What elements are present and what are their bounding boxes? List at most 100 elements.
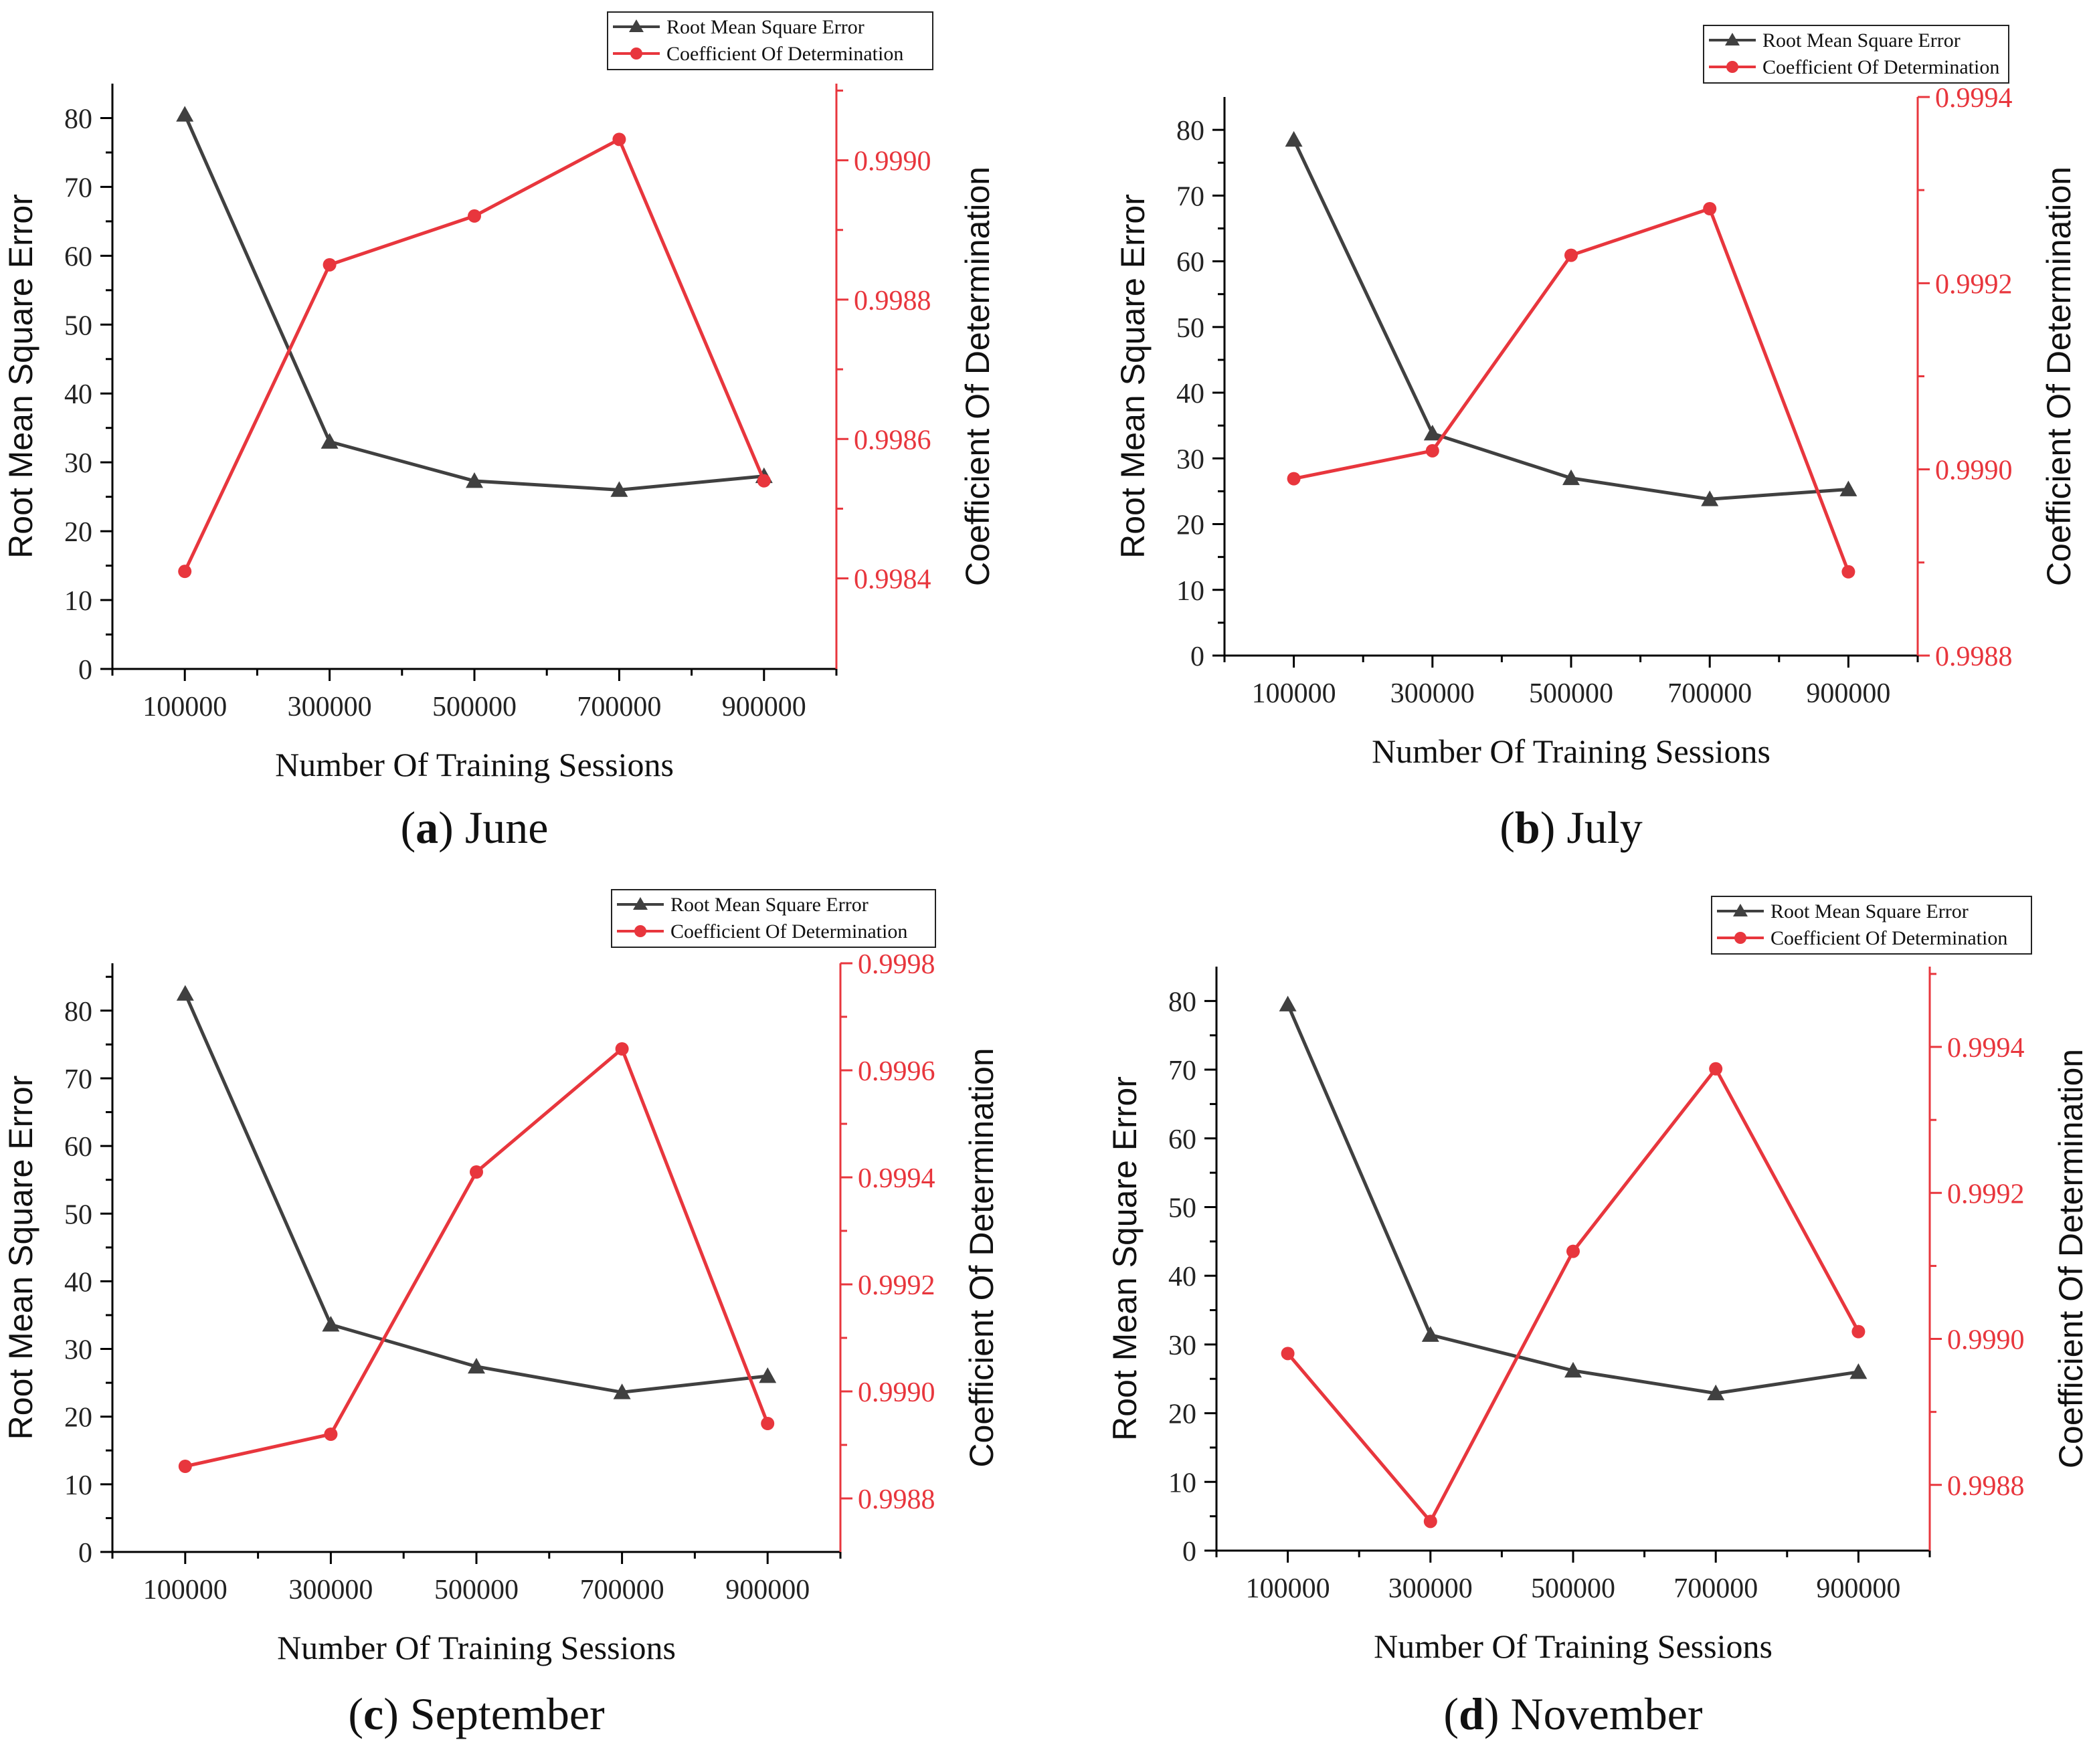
y-left-tick-label: 60	[1168, 1124, 1196, 1155]
chart-panel-b: 0 10 20 30 40 50 60 70 80 0.9988 0.9990 0.9992 0.999…	[1114, 25, 2078, 853]
x-axis-title: Number Of Training Sessions	[1374, 1628, 1773, 1665]
x-tick-label: 500000	[432, 692, 517, 722]
rmse-series-point	[613, 1383, 631, 1399]
y-right-tick-label: 0.9984	[854, 565, 931, 595]
y-right-tick-label: 0.9998	[858, 949, 935, 980]
rmse-series-point	[322, 1316, 340, 1332]
y-right-tick-label: 0.9990	[1935, 456, 2013, 486]
x-tick-label: 100000	[1252, 678, 1336, 709]
x-tick-label: 700000	[577, 692, 661, 722]
legend-box	[1703, 25, 2009, 84]
legend-label: Root Mean Square Error	[666, 16, 865, 38]
legend-label: Coefficient Of Determination	[670, 920, 907, 943]
y-left-tick-label: 60	[64, 1132, 92, 1163]
r2-series-point	[1709, 1062, 1723, 1076]
r2-series-point	[1703, 202, 1717, 215]
rmse-series-point	[468, 1357, 485, 1374]
x-tick-label: 900000	[725, 1575, 810, 1605]
y-left-tick-label: 20	[1176, 510, 1204, 541]
x-tick-label: 100000	[143, 692, 227, 722]
legend-label: Coefficient Of Determination	[666, 43, 903, 65]
x-tick-label: 700000	[580, 1575, 664, 1605]
y-right-tick-label: 0.9988	[1947, 1471, 2025, 1502]
y-right-tick-label: 0.9992	[1935, 269, 2013, 300]
x-tick-label: 300000	[1388, 1573, 1473, 1604]
y-left-tick-label: 10	[1168, 1468, 1196, 1498]
y-axis-left-title: Root Mean Square Error	[2, 1076, 39, 1440]
rmse-series-point	[759, 1367, 777, 1383]
y-right-tick-label: 0.9994	[1947, 1033, 2025, 1064]
y-left-tick-label: 30	[1176, 444, 1204, 475]
panel-caption: (c) September	[348, 1688, 605, 1739]
panel-caption: (b) July	[1500, 802, 1642, 853]
rmse-series-line	[1292, 138, 1849, 501]
y-left-tick-label: 50	[64, 310, 92, 341]
x-tick-label: 900000	[1816, 1573, 1900, 1604]
rmse-series-point	[1423, 424, 1441, 441]
y-right-tick-label: 0.9994	[858, 1163, 935, 1194]
legend-box	[1711, 896, 2032, 955]
y-left-tick-label: 50	[1168, 1193, 1196, 1223]
legend-box	[611, 889, 936, 948]
y-axis-left-title: Root Mean Square Error	[1106, 1076, 1144, 1441]
x-tick-label: 700000	[1667, 678, 1752, 709]
rmse-series-point	[1421, 1326, 1439, 1342]
legend-triangle-marker	[1733, 904, 1748, 916]
x-axis-title: Number Of Training Sessions	[1372, 732, 1770, 770]
r2-series-point	[1851, 1325, 1866, 1339]
x-axis-title: Number Of Training Sessions	[275, 746, 674, 783]
legend-label: Root Mean Square Error	[1762, 29, 1961, 52]
legend-circle-marker	[1734, 932, 1746, 944]
r2-series-point	[1425, 444, 1439, 458]
legend-label: Coefficient Of Determination	[1770, 927, 2007, 949]
rmse-series-line	[1286, 1003, 1859, 1395]
r2-series-point	[1423, 1514, 1437, 1529]
panel-caption: (d) November	[1443, 1688, 1702, 1739]
y-axis-left-title: Root Mean Square Error	[1114, 194, 1152, 559]
y-left-tick-label: 10	[64, 586, 92, 617]
r2-series-line	[185, 1046, 769, 1468]
rmse-series-point	[176, 106, 194, 122]
y-left-tick-label: 0	[1190, 642, 1204, 672]
y-right-tick-label: 0.9992	[858, 1270, 935, 1301]
x-tick-label: 500000	[434, 1575, 519, 1605]
r2-series-point	[178, 1460, 192, 1473]
x-tick-label: 300000	[1390, 678, 1475, 709]
legend-triangle-marker	[633, 897, 648, 910]
chart-panel-a: 0 10 20 30 40 50 60 70 80 0.9984 0.9986 0.9988 0.999…	[2, 11, 996, 853]
y-left-tick-label: 20	[1168, 1399, 1196, 1430]
y-left-tick-label: 80	[64, 104, 92, 134]
x-tick-label: 500000	[1531, 1573, 1615, 1604]
y-right-tick-label: 0.9988	[1935, 642, 2013, 672]
y-left-tick-label: 80	[64, 997, 92, 1027]
y-left-tick-label: 0	[78, 1538, 92, 1569]
legend-circle-marker	[634, 925, 646, 937]
y-left-tick-label: 20	[64, 1403, 92, 1434]
y-left-tick-label: 50	[1176, 313, 1204, 344]
y-right-tick-label: 0.9990	[858, 1377, 935, 1408]
x-tick-label: 700000	[1673, 1573, 1758, 1604]
legend-label: Coefficient Of Determination	[1762, 56, 1999, 78]
y-axis-right-title: Coefficient Of Determination	[2052, 1049, 2089, 1468]
legend-triangle-marker	[629, 19, 644, 32]
r2-series-point	[468, 209, 481, 223]
y-right-tick-label: 0.9994	[1935, 83, 2013, 114]
legend: Root Mean Square Error Coefficient Of Det…	[611, 889, 936, 948]
r2-series-point	[757, 474, 771, 488]
rmse-series-point	[1707, 1384, 1725, 1401]
rmse-series-point	[1701, 490, 1719, 506]
x-tick-label: 900000	[1806, 678, 1890, 709]
legend-triangle-marker	[1725, 33, 1740, 45]
r2-series-line	[183, 136, 766, 573]
y-axis-right-title: Coefficient Of Determination	[2040, 167, 2078, 586]
r2-series-point	[470, 1165, 483, 1179]
y-left-tick-label: 30	[64, 448, 92, 479]
y-right-tick-label: 0.9996	[858, 1056, 935, 1087]
r2-series-point	[615, 1042, 629, 1056]
rmse-series-point	[1564, 1361, 1582, 1378]
r2-series-point	[323, 258, 337, 272]
y-left-tick-label: 0	[78, 655, 92, 686]
y-left-tick-label: 30	[64, 1335, 92, 1366]
r2-series-point	[324, 1428, 338, 1441]
